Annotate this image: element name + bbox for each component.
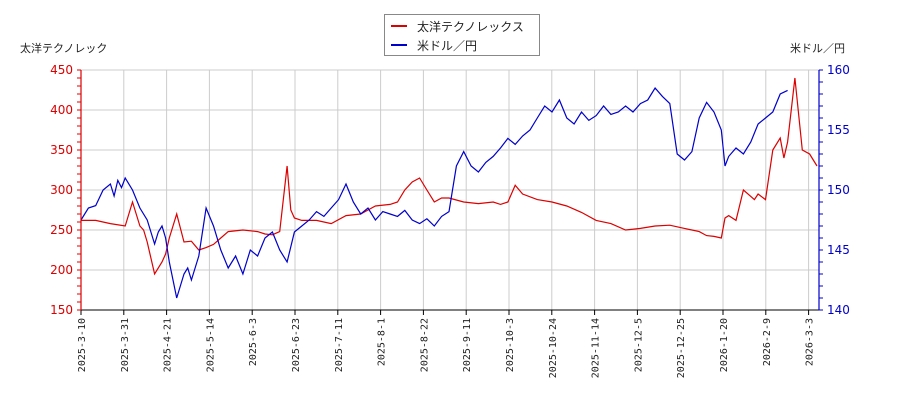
series-lines <box>80 77 818 299</box>
legend-swatch-blue <box>391 44 407 46</box>
svg-text:2026-1-20: 2026-1-20 <box>719 318 730 372</box>
svg-text:2025-6-3: 2025-6-3 <box>248 318 259 366</box>
svg-text:2025-4-21: 2025-4-21 <box>163 318 174 372</box>
svg-text:300: 300 <box>50 183 73 197</box>
grid-lines <box>81 69 819 310</box>
svg-text:140: 140 <box>827 303 850 317</box>
svg-text:2025-10-3: 2025-10-3 <box>505 318 516 372</box>
legend: 太洋テクノレックス 米ドル／円 <box>384 14 540 56</box>
svg-text:2025-9-11: 2025-9-11 <box>462 318 473 372</box>
svg-text:160: 160 <box>827 63 850 77</box>
svg-text:2025-8-1: 2025-8-1 <box>377 318 388 366</box>
svg-text:2025-5-14: 2025-5-14 <box>205 318 216 372</box>
svg-text:2025-7-11: 2025-7-11 <box>334 318 345 372</box>
svg-text:2025-12-5: 2025-12-5 <box>633 318 644 372</box>
svg-text:2026-3-3: 2026-3-3 <box>805 318 816 366</box>
legend-item-usdjpy: 米ドル／円 <box>391 36 477 54</box>
svg-text:350: 350 <box>50 143 73 157</box>
svg-text:150: 150 <box>50 303 73 317</box>
svg-text:450: 450 <box>50 63 73 77</box>
svg-text:2025-3-31: 2025-3-31 <box>120 318 131 372</box>
svg-text:200: 200 <box>50 263 73 277</box>
svg-text:2025-10-24: 2025-10-24 <box>548 318 559 378</box>
svg-text:2026-2-9: 2026-2-9 <box>762 318 773 366</box>
svg-text:2025-3-10: 2025-3-10 <box>77 318 88 372</box>
left-axis-title: 太洋テクノレック <box>20 42 108 55</box>
svg-text:250: 250 <box>50 223 73 237</box>
svg-text:400: 400 <box>50 103 73 117</box>
svg-text:2025-8-22: 2025-8-22 <box>419 318 430 372</box>
legend-label-stock: 太洋テクノレックス <box>417 19 524 34</box>
legend-item-stock: 太洋テクノレックス <box>391 17 524 35</box>
legend-swatch-red <box>391 25 407 27</box>
svg-text:2025-11-14: 2025-11-14 <box>591 318 602 378</box>
svg-text:155: 155 <box>827 123 850 137</box>
svg-text:150: 150 <box>827 183 850 197</box>
svg-text:145: 145 <box>827 243 850 257</box>
right-axis-title: 米ドル／円 <box>790 42 845 55</box>
svg-text:2025-12-25: 2025-12-25 <box>676 318 687 378</box>
svg-text:2025-6-23: 2025-6-23 <box>291 318 302 372</box>
axes: 2025-3-10 2025-3-31 2025-4-21 2025-5-14 2025… <box>50 63 850 378</box>
legend-label-usdjpy: 米ドル／円 <box>417 38 478 53</box>
